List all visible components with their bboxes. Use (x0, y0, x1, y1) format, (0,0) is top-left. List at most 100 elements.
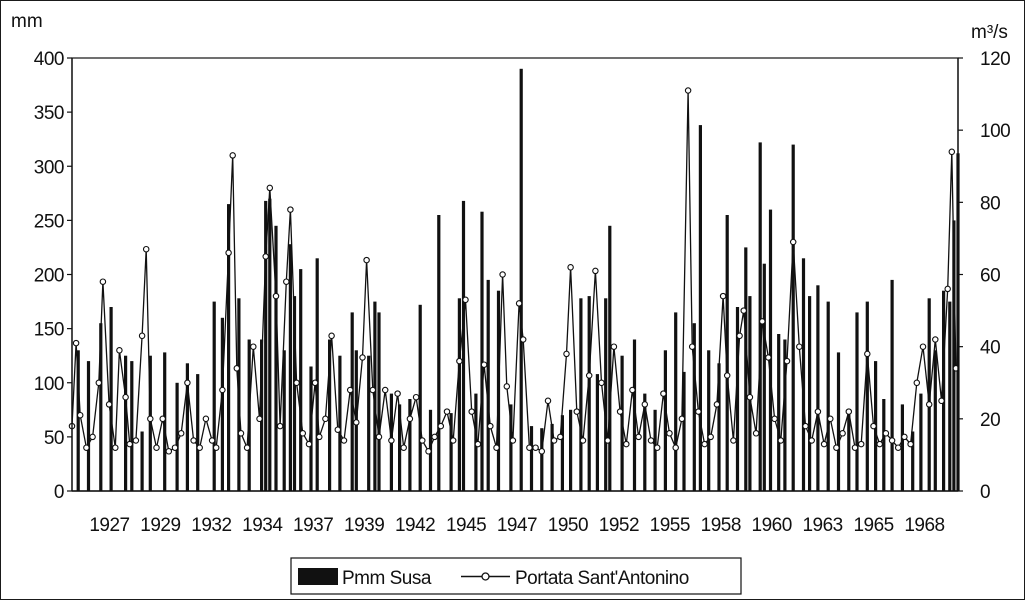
x-axis-tick-label: 1950 (548, 515, 588, 536)
bar (418, 304, 422, 491)
x-axis-tick-label: 1955 (650, 515, 690, 536)
bar (519, 68, 523, 492)
axes: 0 50 100 150 200 250 300 350 400 0 20 40 60 80 100 120 1… (34, 49, 1011, 536)
left-axis-tick-label: 100 (34, 374, 64, 395)
bar (768, 209, 773, 491)
x-axis-tick-label: 1947 (497, 515, 537, 536)
bar (927, 298, 931, 491)
right-axis-unit: m³/s (971, 22, 1008, 43)
discharge-point (752, 430, 760, 437)
discharge-point (629, 386, 636, 394)
bar (663, 350, 667, 491)
discharge-point (557, 433, 564, 441)
bar (509, 404, 513, 491)
discharge-point (870, 422, 877, 430)
discharge-point (480, 361, 488, 368)
discharge-point (907, 440, 914, 448)
discharge-point (932, 336, 939, 343)
x-axis-tick-label: 1937 (293, 515, 333, 536)
discharge-point (283, 278, 290, 285)
discharge-point (913, 379, 921, 387)
discharge-point (147, 415, 154, 423)
discharge-point (112, 444, 119, 451)
bar (367, 355, 371, 491)
bar (933, 350, 937, 491)
discharge-point (585, 372, 593, 379)
discharge-point (845, 408, 853, 415)
bar (109, 307, 113, 491)
discharge-point (311, 379, 319, 387)
x-axis-tick-label: 1958 (701, 515, 741, 536)
discharge-point (876, 440, 883, 448)
bar (717, 363, 721, 491)
discharge-point (334, 426, 342, 433)
bar (682, 371, 686, 491)
discharge-point (322, 415, 329, 423)
bar (264, 200, 268, 491)
discharge-point (340, 437, 348, 444)
discharge-point (736, 332, 743, 340)
x-axis-tick-label: 1960 (752, 515, 792, 536)
discharge-point (250, 343, 257, 350)
bar (826, 301, 830, 491)
discharge-point (233, 365, 241, 372)
bar (480, 211, 484, 491)
discharge-point (857, 440, 865, 448)
right-axis-tick-label: 20 (980, 410, 1000, 431)
discharge-point (369, 386, 377, 394)
discharge-point (519, 336, 527, 343)
left-axis-tick-label: 200 (34, 266, 64, 287)
discharge-point (116, 347, 123, 354)
discharge-point (604, 437, 611, 444)
bar (801, 258, 806, 491)
bar (604, 298, 608, 491)
discharge-point (394, 390, 401, 397)
discharge-point (833, 444, 840, 451)
right-axis-tick-label: 80 (980, 193, 1000, 214)
bar (292, 296, 297, 491)
discharge-point (229, 152, 236, 159)
discharge-point (95, 379, 103, 387)
discharge-point (707, 433, 714, 441)
bar (791, 144, 795, 491)
bar (328, 339, 332, 491)
discharge-point (487, 422, 494, 430)
x-axis-tick-label: 1929 (140, 515, 180, 536)
legend-box (290, 557, 742, 595)
discharge-point (515, 300, 523, 307)
discharge-point (499, 271, 506, 278)
discharge-point (532, 444, 539, 451)
discharge-point (76, 411, 84, 419)
bar (643, 393, 647, 491)
bar (847, 413, 851, 491)
discharge-point (316, 433, 323, 441)
discharge-point (695, 408, 702, 415)
bar (579, 298, 583, 491)
discharge-point (468, 408, 475, 415)
bar (540, 428, 544, 491)
discharge-point (462, 296, 469, 304)
discharge-point (208, 437, 216, 444)
legend-bar-label: Pmm Susa (342, 568, 432, 589)
discharge-point (719, 292, 727, 300)
discharge-point (550, 437, 558, 444)
discharge-point (159, 415, 166, 423)
discharge-point (132, 437, 140, 444)
discharge-point (153, 444, 160, 451)
discharge-point (688, 343, 696, 350)
discharge-point (126, 440, 133, 448)
left-axis-unit: mm (11, 11, 43, 32)
discharge-point (346, 386, 354, 394)
discharge-point (827, 415, 834, 423)
bar (274, 225, 278, 492)
discharge-point (635, 433, 642, 441)
discharge-point (851, 444, 859, 451)
discharge-point (701, 440, 708, 448)
bar (212, 301, 216, 491)
discharge-point (359, 354, 366, 361)
discharge-point (293, 379, 300, 387)
discharge-point (437, 422, 445, 430)
discharge-point (363, 256, 370, 264)
discharge-point (901, 433, 908, 441)
